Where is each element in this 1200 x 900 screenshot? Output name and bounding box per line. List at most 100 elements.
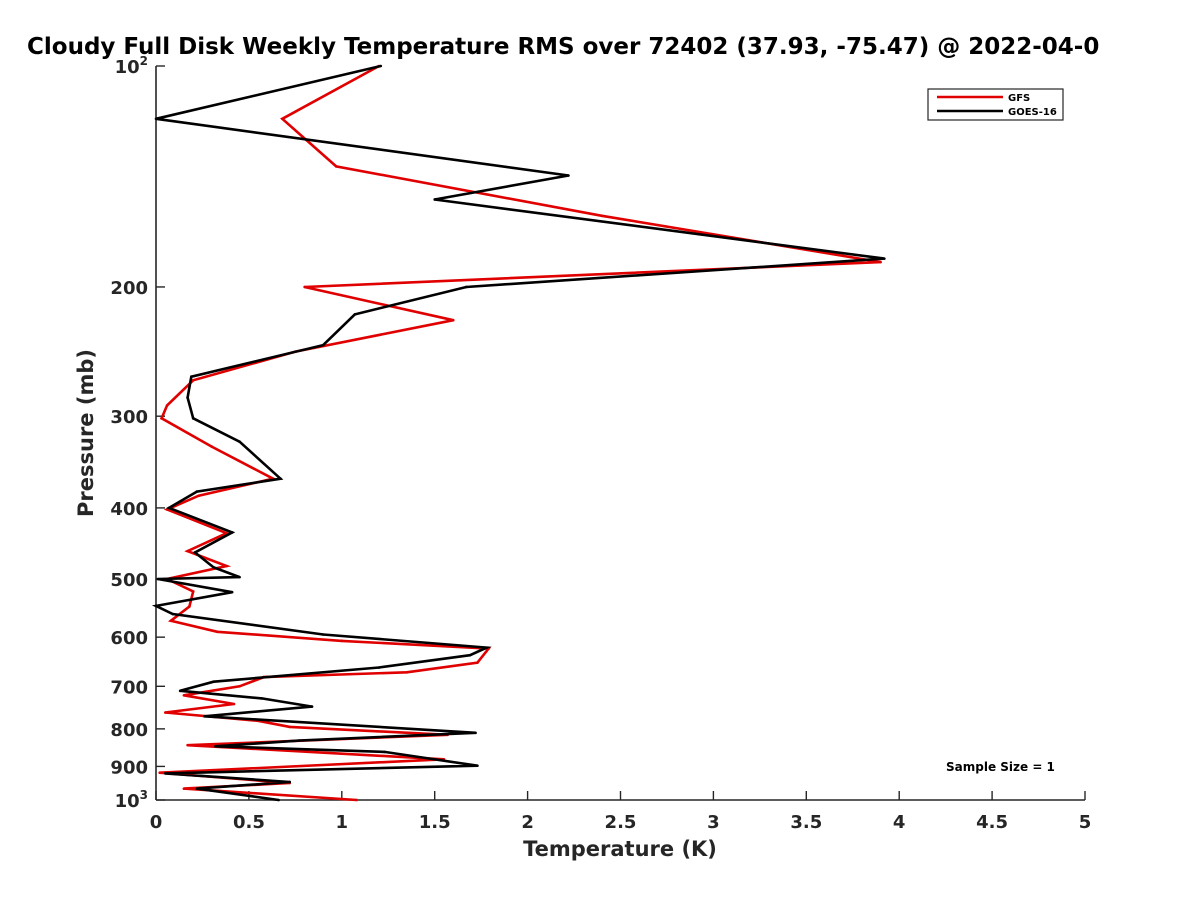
data-point-goes16	[383, 750, 386, 754]
data-point-gfs	[405, 671, 409, 674]
data-point-goes16	[167, 506, 171, 510]
y-tick-label: 600	[110, 628, 148, 649]
data-point-goes16	[230, 590, 234, 594]
data-point-goes16	[238, 575, 241, 579]
data-point-gfs	[210, 445, 214, 448]
x-tick-label: 3	[707, 812, 720, 833]
legend-label-gfs: GFS	[1008, 93, 1030, 104]
series-line-goes16	[151, 64, 885, 802]
data-point-gfs	[340, 639, 344, 643]
data-point-goes16	[468, 653, 472, 657]
data-point-goes16	[191, 417, 195, 420]
data-point-gfs	[600, 214, 604, 218]
y-tick-label: 900	[110, 757, 148, 778]
data-point-gfs	[163, 711, 167, 714]
y-tick-label: 103	[115, 788, 148, 812]
data-point-gfs	[303, 285, 306, 289]
data-point-gfs	[186, 743, 189, 747]
data-point-goes16	[321, 633, 325, 636]
data-point-gfs	[169, 619, 173, 623]
plot-area	[155, 66, 1085, 801]
data-point-goes16	[485, 646, 489, 649]
x-tick-label: 3.5	[790, 812, 822, 833]
data-point-goes16	[260, 697, 264, 700]
data-point-goes16	[154, 604, 158, 608]
data-point-gfs	[182, 693, 186, 697]
data-point-gfs	[191, 378, 195, 382]
data-point-goes16	[464, 285, 468, 289]
x-ticks: 0 0.5 1 1.5 2 2.5 3 3.5 4 4.5 5	[150, 791, 1092, 833]
series-layer	[151, 64, 886, 802]
x-tick-label: 4.5	[976, 812, 1008, 833]
data-point-gfs	[191, 590, 195, 593]
data-point-goes16	[195, 490, 199, 493]
y-tick-label: 102	[115, 54, 148, 78]
data-point-gfs	[281, 117, 284, 121]
x-tick-label: 2	[521, 812, 534, 833]
data-point-gfs	[238, 685, 241, 688]
legend-label-goes16: GOES-16	[1008, 107, 1057, 118]
sample-size-annotation: Sample Size = 1	[946, 760, 1055, 774]
x-tick-label: 5	[1079, 812, 1092, 833]
data-point-gfs	[197, 494, 201, 498]
x-tick-label: 1.5	[419, 812, 451, 833]
data-point-goes16	[321, 343, 325, 347]
data-point-goes16	[186, 396, 189, 399]
x-tick-label: 4	[893, 812, 906, 833]
data-point-gfs	[334, 165, 338, 168]
y-axis-label: Pressure (mb)	[74, 349, 98, 517]
y-tick-label: 300	[110, 407, 148, 428]
x-tick-label: 1	[336, 812, 349, 833]
data-point-goes16	[883, 257, 886, 260]
data-point-goes16	[238, 440, 241, 444]
data-point-goes16	[567, 174, 570, 177]
legend-box	[927, 88, 1064, 121]
data-point-goes16	[214, 745, 217, 748]
legend: GFS GOES-16	[927, 88, 1064, 121]
y-tick-label: 700	[110, 677, 148, 698]
x-tick-label: 0	[150, 812, 163, 833]
data-point-goes16	[190, 375, 193, 378]
data-point-goes16	[288, 780, 292, 784]
chart-title: Cloudy Full Disk Weekly Temperature RMS …	[27, 34, 1099, 60]
data-point-goes16	[154, 117, 158, 121]
data-point-gfs	[225, 564, 228, 568]
y-tick-label: 200	[110, 278, 148, 299]
data-point-gfs	[182, 787, 186, 790]
data-point-goes16	[379, 64, 383, 68]
data-point-gfs	[188, 605, 191, 608]
data-point-gfs	[158, 771, 162, 775]
data-point-goes16	[310, 705, 314, 708]
data-point-goes16	[163, 772, 167, 775]
data-point-gfs	[451, 318, 455, 322]
data-point-goes16	[193, 551, 197, 554]
data-point-goes16	[203, 714, 206, 718]
data-point-gfs	[355, 798, 358, 802]
data-point-goes16	[433, 198, 437, 201]
data-point-goes16	[212, 680, 215, 684]
y-tick-label: 400	[110, 499, 148, 520]
y-tick-label: 800	[110, 720, 148, 741]
y-ticks: 102 200 300 400 500 600 700 800 900 103	[110, 54, 165, 812]
x-tick-label: 0.5	[233, 812, 265, 833]
data-point-goes16	[474, 731, 477, 735]
data-point-goes16	[297, 739, 301, 742]
data-point-gfs	[165, 404, 169, 407]
data-point-goes16	[476, 764, 479, 768]
data-point-goes16	[353, 313, 357, 316]
data-point-gfs	[186, 549, 189, 553]
x-axis-label: Temperature (K)	[523, 837, 717, 861]
data-point-goes16	[171, 612, 175, 616]
data-point-goes16	[230, 531, 234, 534]
data-point-goes16	[377, 666, 381, 669]
data-point-gfs	[165, 508, 169, 511]
data-point-goes16	[212, 566, 215, 569]
data-point-goes16	[279, 477, 282, 481]
data-point-gfs	[288, 725, 292, 729]
x-tick-label: 2.5	[605, 812, 637, 833]
data-point-goes16	[178, 689, 182, 693]
data-point-gfs	[216, 630, 219, 634]
data-point-gfs	[232, 702, 236, 706]
data-point-gfs	[160, 417, 163, 420]
